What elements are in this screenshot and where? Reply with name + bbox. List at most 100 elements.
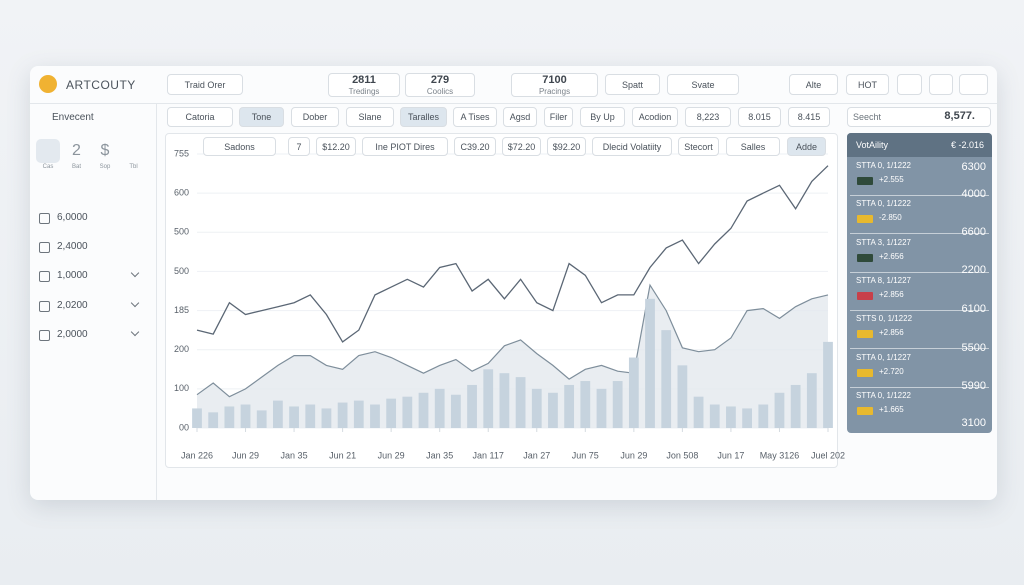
panel-title: VotAility bbox=[856, 140, 889, 150]
sidebar-icon-label: Tbl bbox=[129, 164, 138, 170]
row-change: +2.555 bbox=[879, 175, 904, 184]
tab[interactable]: A Tises bbox=[453, 107, 497, 127]
chart-tool[interactable]: C39.20 bbox=[454, 137, 496, 156]
tab[interactable]: Tone bbox=[239, 107, 284, 127]
row-change: +2.656 bbox=[879, 251, 904, 261]
row-name[interactable]: STTA 0, 1/1222 bbox=[856, 161, 911, 170]
icon-button[interactable] bbox=[959, 74, 988, 95]
panel-value: 2200 bbox=[961, 264, 986, 276]
chart-tool[interactable]: $12.20 bbox=[316, 137, 356, 156]
tab[interactable]: Dober bbox=[291, 107, 339, 127]
row-divider bbox=[850, 271, 989, 273]
sidebar-icon-label: Sop bbox=[99, 164, 111, 170]
row-divider bbox=[850, 309, 989, 311]
icon-button[interactable] bbox=[929, 74, 953, 95]
row-name[interactable]: STTA 3, 1/1227 bbox=[856, 237, 911, 247]
chart-tool[interactable]: Sadons bbox=[203, 137, 276, 156]
tab[interactable]: Taralles bbox=[400, 107, 447, 127]
row-badge bbox=[857, 368, 873, 377]
tab[interactable]: 8,223 bbox=[685, 107, 731, 127]
row-change: +2.856 bbox=[879, 289, 904, 299]
tab[interactable]: 8.015 bbox=[738, 107, 781, 127]
row-divider bbox=[850, 233, 989, 235]
sidebar-item[interactable]: 6,0000 bbox=[57, 212, 88, 223]
chart-tool[interactable]: $92.20 bbox=[547, 137, 586, 156]
chart-tool[interactable]: Salles bbox=[726, 137, 780, 156]
chart-tool[interactable]: Ine PIOT Dires bbox=[362, 137, 448, 156]
row-name[interactable]: STTA 8, 1/1227 bbox=[856, 275, 911, 285]
panel-change: € -2.016 bbox=[950, 140, 984, 150]
sidebar-item[interactable]: 2,0200 bbox=[57, 299, 88, 311]
stat-label: Pracings bbox=[538, 87, 571, 96]
sidebar-item-icon bbox=[39, 213, 50, 224]
chart-tool[interactable]: $72.20 bbox=[502, 137, 541, 156]
tab[interactable]: Slane bbox=[346, 107, 394, 127]
header-menu[interactable]: Alte bbox=[789, 74, 838, 95]
stat-label: Coolics bbox=[426, 87, 454, 96]
icon-button[interactable] bbox=[897, 74, 922, 95]
chart-tool[interactable]: Stecort bbox=[678, 137, 719, 156]
chart-tool[interactable]: Adde bbox=[787, 137, 826, 156]
row-name[interactable]: STTS 0, 1/1222 bbox=[856, 314, 913, 324]
row-badge bbox=[857, 215, 873, 224]
tab[interactable]: Filer bbox=[544, 107, 573, 127]
row-name[interactable]: STTA 0, 1/1227 bbox=[856, 352, 911, 362]
sidebar-icon-label: Bat bbox=[71, 164, 81, 170]
stat-value: 7100 bbox=[542, 74, 567, 86]
brand: ARTCOUTY bbox=[66, 78, 136, 92]
sidebar-item-icon bbox=[39, 271, 50, 283]
tab[interactable]: 8.415 bbox=[788, 107, 830, 127]
search-box[interactable] bbox=[847, 107, 991, 127]
panel-value: 5500 bbox=[961, 342, 986, 354]
logo bbox=[39, 75, 57, 93]
chart-card bbox=[165, 133, 838, 468]
row-name[interactable]: STTA 0, 1/1222 bbox=[856, 199, 911, 209]
sidebar-item-icon bbox=[39, 242, 50, 254]
row-badge bbox=[857, 253, 873, 262]
sidebar-item-icon bbox=[39, 300, 50, 312]
sidebar-icon[interactable]: 2 bbox=[72, 142, 81, 159]
tab[interactable]: Acodion bbox=[632, 107, 678, 127]
row-divider bbox=[850, 386, 989, 388]
row-badge bbox=[857, 291, 873, 300]
chart-tool[interactable]: 7 bbox=[288, 137, 310, 156]
sidebar-item[interactable]: 1,0000 bbox=[57, 270, 88, 282]
row-change: +2.856 bbox=[879, 328, 904, 338]
row-name[interactable]: STTA 0, 1/1222 bbox=[856, 390, 911, 400]
stat-label: Tredings bbox=[348, 87, 380, 96]
search-value: 8,577. bbox=[944, 110, 975, 122]
trade-button[interactable]: Traid Orer bbox=[167, 74, 243, 95]
header-button[interactable]: Svate bbox=[667, 74, 739, 95]
sidebar-icon[interactable]: $ bbox=[100, 142, 110, 159]
stat-box bbox=[405, 73, 475, 97]
panel-value: 6600 bbox=[961, 226, 986, 238]
sidebar-item[interactable]: 2,0000 bbox=[57, 328, 88, 340]
chart-tool[interactable]: Dlecid Volatiity bbox=[592, 137, 672, 156]
header-divider bbox=[30, 103, 997, 104]
header-menu[interactable]: HOT bbox=[846, 74, 889, 95]
tab[interactable]: By Up bbox=[580, 107, 625, 127]
tab[interactable]: Catoria bbox=[167, 107, 233, 127]
sidebar-icon-label: Cas bbox=[42, 164, 54, 170]
row-change: +2.720 bbox=[879, 366, 904, 376]
sidebar-item[interactable]: 2,4000 bbox=[57, 241, 88, 253]
row-badge bbox=[857, 177, 873, 185]
panel-value: 4000 bbox=[961, 188, 986, 200]
row-change: +1.665 bbox=[879, 404, 904, 414]
sidebar-item-icon bbox=[39, 329, 50, 341]
stat-box bbox=[511, 73, 598, 97]
header-button[interactable]: Spatt bbox=[605, 74, 660, 95]
search-label: Seecht bbox=[853, 112, 882, 122]
sidebar-icon[interactable] bbox=[122, 139, 146, 163]
panel-value: 6100 bbox=[961, 303, 986, 315]
stat-box bbox=[328, 73, 400, 97]
stat-value: 279 bbox=[430, 74, 450, 86]
row-change: -2.850 bbox=[879, 213, 902, 223]
tab[interactable]: Agsd bbox=[503, 107, 537, 127]
sidebar-icon[interactable] bbox=[36, 139, 60, 163]
panel-value: 5990 bbox=[961, 380, 986, 392]
row-divider bbox=[850, 348, 989, 350]
stat-value: 2811 bbox=[352, 74, 376, 86]
panel-value: 3100 bbox=[961, 417, 986, 429]
